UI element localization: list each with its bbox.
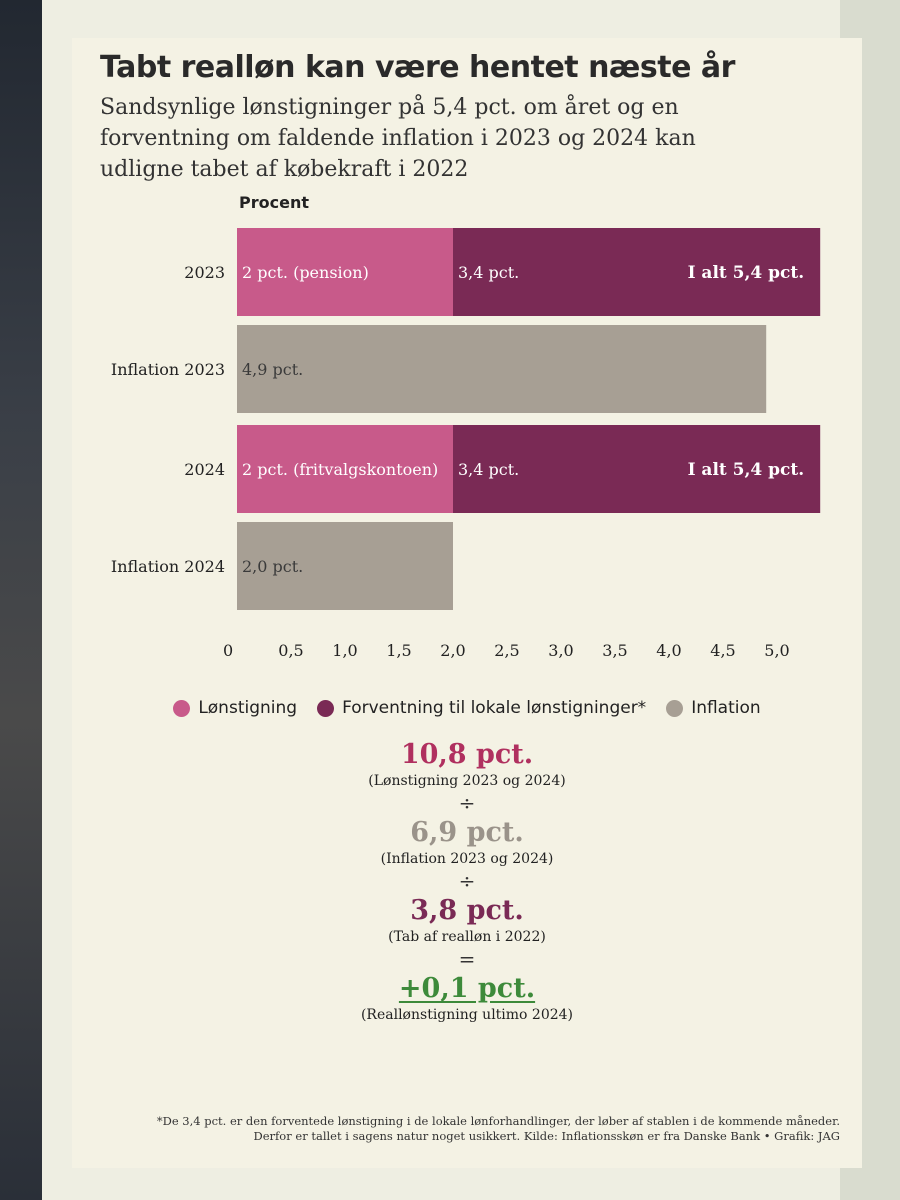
category-label-3: 2024 xyxy=(184,460,225,479)
bar-label-lonstigning-3: 2 pct. (fritvalgskontoen) xyxy=(242,460,438,479)
footnote-line-1: *De 3,4 pct. er den forventede lønstigni… xyxy=(156,1114,840,1128)
x-tick-label-5: 2,0 xyxy=(440,641,465,660)
chart-subtitle: Sandsynlige lønstigninger på 5,4 pct. om… xyxy=(100,95,696,182)
bar-label-lokale-1: 3,4 pct. xyxy=(458,263,519,282)
bar-inflation-2 xyxy=(237,325,767,413)
category-label-4: Inflation 2024 xyxy=(111,557,225,576)
legend-label-lonstigning: Lønstigning xyxy=(198,698,298,718)
calc-value-real-wage-loss: 3,8 pct. xyxy=(410,895,524,926)
infographic-card: Tabt realløn kan være hentet næste år Sa… xyxy=(72,38,862,1168)
calc-caption-inflation: (Inflation 2023 og 2024) xyxy=(380,851,554,867)
footnote-line-2: Derfor er tallet i sagens natur noget us… xyxy=(253,1129,840,1143)
legend-dot-lonstigning-icon xyxy=(173,699,191,717)
bar-lokale-3 xyxy=(453,425,821,513)
x-tick-label-8: 3,5 xyxy=(602,641,627,660)
legend-item-inflation: Inflation xyxy=(666,698,761,718)
bar-lonstigning-1 xyxy=(237,228,453,316)
x-tick-label-6: 2,5 xyxy=(494,641,519,660)
legend-item-lokale: Forventning til lokale lønstigninger* xyxy=(317,698,646,718)
legend-item-lonstigning: Lønstigning xyxy=(173,698,297,718)
bar-label-inflation-4: 2,0 pct. xyxy=(242,557,303,576)
bar-inflation-4 xyxy=(237,522,453,610)
bar-label-lonstigning-1: 2 pct. (pension) xyxy=(242,263,369,282)
calc-value-wage-growth: 10,8 pct. xyxy=(400,739,534,770)
x-tick-label-10: 4,5 xyxy=(710,641,735,660)
calc-value-result: +0,1 pct. xyxy=(398,973,536,1004)
calc-caption-real-wage-loss: (Tab af realløn i 2022) xyxy=(388,929,546,945)
bar-lokale-1 xyxy=(453,228,821,316)
bar-total-label-1: I alt 5,4 pct. xyxy=(688,263,805,283)
bar-chart: 2 pct. (pension) 3,4 pct. I alt 5,4 pct. 4,… xyxy=(111,193,821,660)
x-tick-label-3: 1,0 xyxy=(332,641,357,660)
calc-operator-equals: = xyxy=(458,947,476,971)
calc-caption-result: (Reallønstigning ultimo 2024) xyxy=(360,1007,574,1023)
category-label-2: Inflation 2023 xyxy=(111,360,225,379)
x-tick-label-11: 5,0 xyxy=(764,641,789,660)
calc-caption-wage-growth: (Lønstigning 2023 og 2024) xyxy=(368,773,566,789)
calc-operator-minus-1: ÷ xyxy=(458,791,476,815)
bar-total-label-3: I alt 5,4 pct. xyxy=(688,460,805,480)
legend-label-lokale: Forventning til lokale lønstigninger* xyxy=(342,698,647,718)
bar-label-lokale-3: 3,4 pct. xyxy=(458,460,519,479)
x-tick-label-2: 0,5 xyxy=(278,641,303,660)
x-tick-label-4: 1,5 xyxy=(386,641,411,660)
category-label-1: 2023 xyxy=(184,263,225,282)
x-tick-label-7: 3,0 xyxy=(548,641,573,660)
legend-dot-lokale-icon xyxy=(317,699,335,717)
calculation-block: 10,8 pct. (Lønstigning 2023 og 2024) ÷ 6… xyxy=(72,738,862,1024)
legend-label-inflation: Inflation xyxy=(691,698,761,718)
x-tick-label-1: 0 xyxy=(223,641,233,660)
y-axis-title: Procent xyxy=(239,193,309,212)
x-tick-label-9: 4,0 xyxy=(656,641,681,660)
calc-value-inflation: 6,9 pct. xyxy=(410,817,524,848)
bar-lonstigning-3 xyxy=(237,425,453,513)
chart-legend: Lønstigning Forventning til lokale lønst… xyxy=(72,698,862,718)
chart-title: Tabt realløn kan være hentet næste år xyxy=(100,50,735,85)
calc-operator-minus-2: ÷ xyxy=(458,869,476,893)
footnote: *De 3,4 pct. er den forventede lønstigni… xyxy=(80,1114,840,1144)
bar-label-inflation-2: 4,9 pct. xyxy=(242,360,303,379)
legend-dot-inflation-icon xyxy=(666,699,684,717)
